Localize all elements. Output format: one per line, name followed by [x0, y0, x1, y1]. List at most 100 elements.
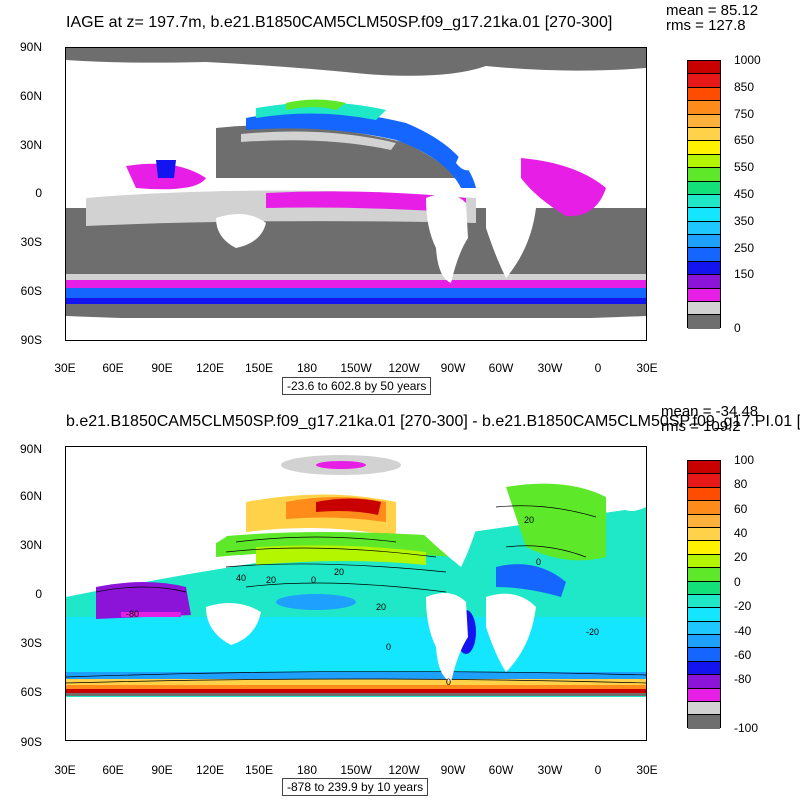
- colorbar-swatch: [688, 474, 720, 488]
- colorbar-swatch: [688, 235, 720, 249]
- panel1-lat-label: 30S: [20, 235, 42, 249]
- colorbar-swatch: [688, 594, 720, 609]
- colorbar-swatch: [688, 194, 720, 209]
- panel1-lon-label: 180: [296, 361, 318, 375]
- panel2-map: 20 20 0 20 20 0 40 0 0 -20 -80: [65, 446, 647, 741]
- colorbar-swatch: [688, 275, 720, 289]
- panel2-lon-label: 180: [296, 763, 318, 777]
- panel1-lon-label: 120E: [195, 361, 225, 375]
- colorbar-swatch: [688, 221, 720, 236]
- colorbar-label: 20: [734, 550, 748, 565]
- colorbar-swatch: [688, 87, 720, 102]
- contour-label: -80: [126, 609, 140, 619]
- panel2-colorbar: [687, 460, 721, 729]
- colorbar-swatch: [688, 527, 720, 542]
- panel2-contour-range: -878 to 239.9 by 10 years: [282, 778, 429, 796]
- panel2-title: b.e21.B1850CAM5CLM50SP.f09_g17.21ka.01 […: [66, 413, 800, 430]
- colorbar-swatch: [688, 315, 720, 329]
- panel2-lon-label: 150E: [244, 763, 274, 777]
- colorbar-swatch: [688, 661, 720, 676]
- panel2-lat-label: 90S: [20, 735, 42, 749]
- panel2-lon-label: 0: [594, 763, 602, 777]
- panel1-lon-label: 30E: [636, 361, 658, 375]
- colorbar-label: 40: [734, 526, 748, 541]
- colorbar-label: 750: [734, 106, 755, 121]
- colorbar-label: -80: [734, 672, 752, 687]
- colorbar-label: 350: [734, 213, 755, 228]
- panel2-lat-label: 30N: [19, 538, 42, 552]
- panel1-rms: rms = 127.8: [666, 17, 746, 34]
- panel1-lon-label: 60E: [102, 361, 124, 375]
- colorbar-label: 100: [734, 453, 755, 467]
- panel2-lon-label: 150W: [340, 763, 372, 777]
- colorbar-swatch: [688, 61, 720, 75]
- panel1-lon-label: 60W: [488, 361, 514, 375]
- panel1-map: [65, 47, 647, 341]
- panel1-title: IAGE at z= 197.7m, b.e21.B1850CAM5CLM50S…: [66, 14, 613, 31]
- panel1-contour-range: -23.6 to 602.8 by 50 years: [282, 377, 432, 395]
- colorbar-swatch: [688, 168, 720, 182]
- panel1-lon-label: 150W: [340, 361, 372, 375]
- panel2-lon-label: 120E: [195, 763, 225, 777]
- colorbar-label: -60: [734, 647, 752, 662]
- contour-label: 20: [376, 602, 387, 612]
- panel1-lon-label: 30W: [537, 361, 563, 375]
- contour-label: 20: [334, 567, 345, 577]
- panel1-lat-label: 0: [35, 186, 42, 200]
- colorbar-label: 650: [734, 133, 755, 148]
- colorbar-swatch: [688, 581, 720, 595]
- colorbar-swatch: [688, 635, 720, 649]
- colorbar-swatch: [688, 74, 720, 88]
- panel2-lon-label: 90W: [440, 763, 466, 777]
- colorbar-swatch: [688, 487, 720, 502]
- panel2-lon-label: 30E: [54, 763, 76, 777]
- colorbar-label: 550: [734, 160, 755, 175]
- colorbar-swatch: [688, 127, 720, 142]
- contour-label: 0: [446, 677, 452, 687]
- colorbar-label: 0: [734, 574, 741, 589]
- colorbar-swatch: [688, 154, 720, 169]
- colorbar-label: 450: [734, 187, 755, 201]
- panel2-mean: mean = -34.48: [661, 403, 759, 420]
- colorbar-swatch: [688, 501, 720, 515]
- panel2-lon-label: 90E: [151, 763, 173, 777]
- colorbar-swatch: [688, 461, 720, 475]
- panel2-lon-label: 30E: [636, 763, 658, 777]
- panel1-lon-label: 90W: [440, 361, 466, 375]
- colorbar-swatch: [688, 554, 720, 569]
- contour-label: 40: [236, 573, 247, 583]
- colorbar-swatch: [688, 621, 720, 636]
- panel2-lat-label: 90N: [19, 442, 42, 456]
- panel1-lat-label: 60S: [20, 284, 42, 298]
- colorbar-swatch: [688, 688, 720, 703]
- colorbar-swatch: [688, 288, 720, 303]
- colorbar-swatch: [688, 208, 720, 222]
- colorbar-swatch: [688, 302, 720, 316]
- panel1-lat-label: 30N: [19, 138, 42, 152]
- panel2-lat-label: 60S: [20, 685, 42, 699]
- panel1-mean: mean = 85.12: [666, 2, 759, 19]
- colorbar-swatch: [688, 675, 720, 689]
- panel2-lon-label: 30W: [537, 763, 563, 777]
- colorbar-label: -40: [734, 623, 752, 638]
- contour-label: -20: [586, 627, 600, 637]
- panel2-lon-label: 60E: [102, 763, 124, 777]
- contour-label: 0: [536, 557, 542, 567]
- panel1-lat-label: 90N: [19, 40, 42, 54]
- panel2-lat-label: 30S: [20, 636, 42, 650]
- panel2-lon-label: 60W: [488, 763, 514, 777]
- contour-label: 0: [311, 575, 317, 585]
- panel2-lat-label: 0: [35, 587, 42, 601]
- colorbar-swatch: [688, 114, 720, 128]
- colorbar-swatch: [688, 608, 720, 622]
- panel1-colorbar: [687, 60, 721, 329]
- panel1-lon-label: 0: [594, 361, 602, 375]
- contour-label: 20: [266, 575, 277, 585]
- colorbar-swatch: [688, 702, 720, 716]
- colorbar-swatch: [688, 568, 720, 582]
- colorbar-swatch: [688, 101, 720, 115]
- panel1-lon-label: 120W: [388, 361, 420, 375]
- contour-label: 20: [524, 515, 535, 525]
- colorbar-label: 250: [734, 240, 755, 255]
- colorbar-label: 60: [734, 501, 748, 516]
